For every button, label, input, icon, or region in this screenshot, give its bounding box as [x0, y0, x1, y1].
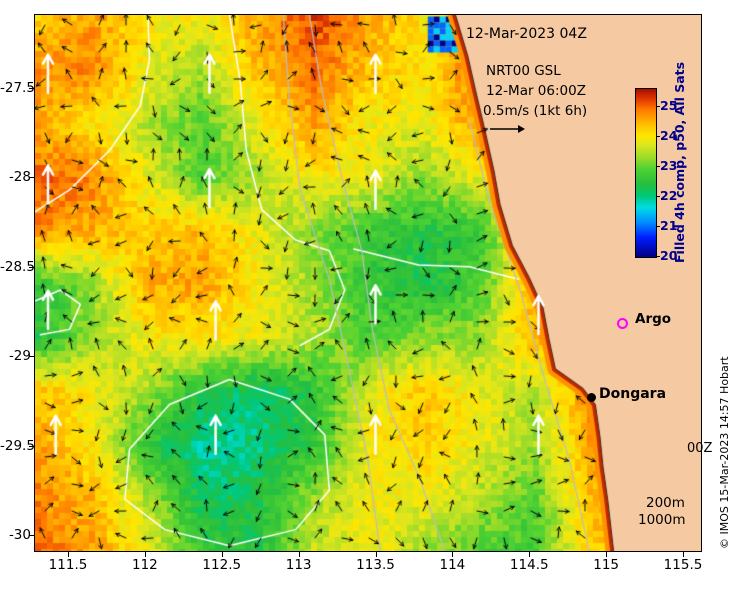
- colorbar-tick: [656, 256, 660, 257]
- x-axis-tick-label: 115: [593, 557, 620, 573]
- x-axis-tick: [299, 552, 300, 557]
- argo-float-marker[interactable]: [617, 318, 628, 329]
- y-axis-tick: [29, 177, 34, 178]
- colorbar-tick-label: 25: [660, 97, 678, 113]
- contour-time-label: 00Z: [687, 441, 713, 456]
- y-axis-tick-label: -30: [8, 527, 31, 543]
- datetime-label: 12-Mar-2023 04Z: [466, 26, 587, 42]
- y-axis-tick: [29, 88, 34, 89]
- vector-scale-label: 0.5m/s (1kt 6h): [483, 103, 588, 119]
- y-axis-tick: [29, 535, 34, 536]
- colorbar-tick-label: 23: [660, 157, 678, 173]
- y-axis-tick-label: -29: [8, 348, 31, 365]
- x-axis-tick-label: 114.5: [509, 557, 549, 573]
- y-axis-tick-label: -28.5: [0, 258, 35, 275]
- x-axis-tick-label: 113: [285, 557, 312, 573]
- x-axis-tick: [529, 552, 530, 557]
- copyright-label: © IMOS 15-Mar-2023 14:57 Hobart: [718, 356, 731, 549]
- dongara-label: Dongara: [599, 386, 667, 402]
- depth-1000m-label: 1000m: [638, 512, 686, 528]
- y-axis-tick-label: -27.5: [0, 80, 35, 96]
- x-axis-tick: [376, 552, 377, 557]
- y-axis-tick: [29, 356, 34, 357]
- x-axis-tick: [222, 552, 223, 557]
- velocity-scale-arrow-icon: [490, 121, 526, 139]
- x-axis-tick-label: 112: [131, 557, 158, 573]
- colorbar-tick: [656, 226, 660, 227]
- x-axis-tick: [145, 552, 146, 557]
- sst-map-canvas[interactable]: [35, 15, 701, 551]
- y-axis-tick: [29, 267, 34, 268]
- x-axis-tick-label: 113.5: [356, 557, 395, 573]
- x-axis-tick-label: 114: [439, 557, 466, 573]
- product-label: NRT00 GSL: [486, 63, 561, 79]
- y-axis-tick: [29, 446, 34, 447]
- colorbar-tick: [656, 166, 660, 167]
- dongara-town-marker: [587, 393, 596, 402]
- colorbar-tick: [656, 136, 660, 137]
- colorbar-tick: [656, 106, 660, 107]
- y-axis-tick-label: -29.5: [0, 437, 35, 454]
- colorbar-tick-label: 24: [660, 127, 678, 143]
- colorbar-tick: [656, 196, 660, 197]
- colorbar-tick-label: 22: [660, 187, 678, 203]
- x-axis-tick-label: 112.5: [202, 557, 242, 573]
- x-axis-tick-label: 115.5: [663, 557, 703, 573]
- x-axis-tick: [683, 552, 684, 557]
- y-axis-tick-label: -28: [8, 169, 31, 186]
- argo-label[interactable]: Argo: [635, 311, 672, 327]
- colorbar-tick-label: 21: [660, 217, 678, 233]
- sst-colorbar: [635, 88, 657, 258]
- colorbar-tick-label: 20: [660, 248, 678, 264]
- x-axis-tick: [68, 552, 69, 557]
- depth-200m-label: 200m: [646, 495, 685, 511]
- x-axis-tick: [606, 552, 607, 557]
- map-area: [34, 14, 702, 552]
- x-axis-tick-label: 111.5: [48, 557, 88, 573]
- x-axis-tick: [452, 552, 453, 557]
- vector-time-label: 12-Mar 06:00Z: [486, 83, 586, 99]
